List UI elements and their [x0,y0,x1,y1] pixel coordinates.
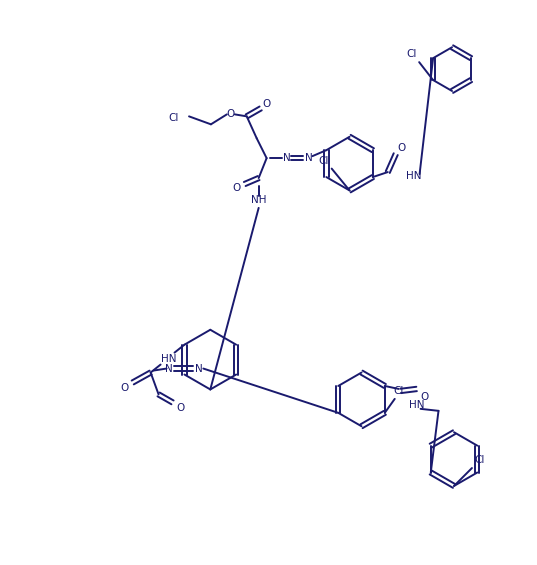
Text: Cl: Cl [475,455,485,465]
Text: O: O [233,183,241,193]
Text: Cl: Cl [169,114,179,123]
Text: N: N [194,363,202,373]
Text: Cl: Cl [318,155,329,166]
Text: O: O [420,392,429,402]
Text: O: O [397,143,406,153]
Text: O: O [263,99,271,110]
Text: NH: NH [251,195,266,205]
Text: Cl: Cl [394,386,404,396]
Text: O: O [121,384,129,393]
Text: O: O [227,110,235,119]
Text: HN: HN [409,400,424,410]
Text: Cl: Cl [406,49,416,59]
Text: HN: HN [161,354,176,364]
Text: O: O [176,403,185,414]
Text: N: N [165,363,172,373]
Text: N: N [282,153,291,163]
Text: HN: HN [405,171,421,181]
Text: N: N [304,153,313,163]
